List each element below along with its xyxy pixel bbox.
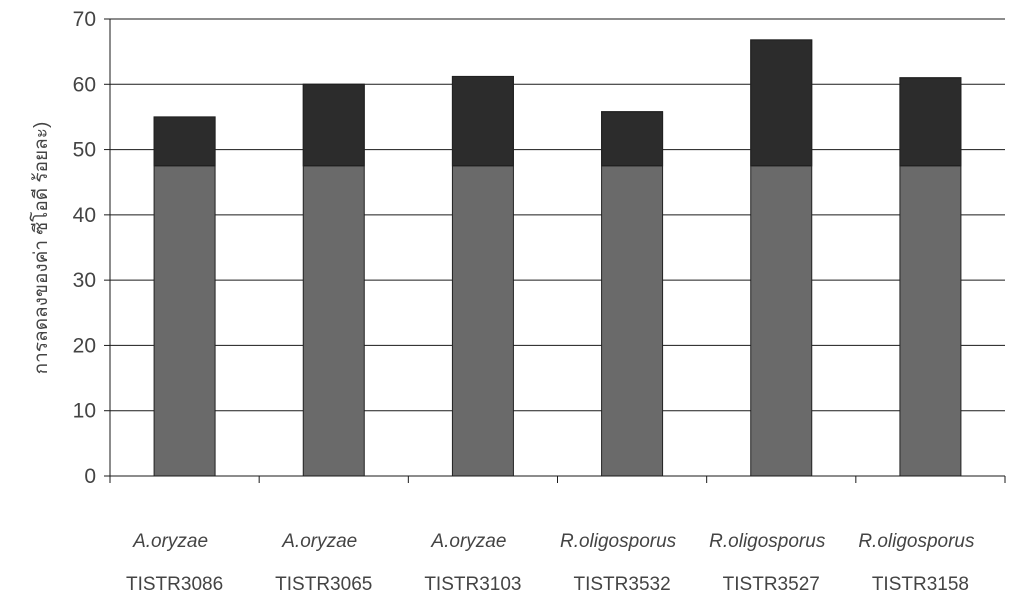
category-strain-label: TISTR3086 [126, 574, 223, 595]
y-axis-label: การลดลงของค่า ซีโอดี ร้อยละ) [29, 122, 52, 375]
y-tick-label: 10 [73, 400, 96, 423]
y-tick-label: 60 [73, 73, 96, 96]
category-strain-label: TISTR3103 [424, 574, 521, 595]
bar-segment-lower [452, 165, 514, 476]
bar-segment-lower [154, 165, 216, 476]
bar-segment-upper [153, 116, 216, 167]
x-axis-category-labels: A.oryzae TISTR3086 A.oryzae TISTR3065 A.oryz… [126, 531, 975, 595]
bar-segment-upper [451, 75, 514, 167]
category-species-label: R.oligosporus [858, 531, 975, 552]
category-strain-label: TISTR3527 [723, 574, 820, 595]
bar-segment-upper [601, 111, 664, 167]
bar-segment-upper [302, 83, 365, 167]
category-species-label: A.oryzae [430, 531, 506, 552]
y-tick-label: 70 [73, 8, 96, 31]
gridlines [110, 18, 1005, 412]
y-axis-ticks: 0 10 20 30 40 50 60 70 [73, 8, 110, 488]
bar-segment-upper [750, 39, 813, 167]
y-tick-label: 50 [73, 139, 96, 162]
category-species-label: R.oligosporus [560, 531, 677, 552]
bar-segment-lower [303, 165, 365, 476]
y-tick-label: 20 [73, 334, 96, 357]
category-strain-label: TISTR3532 [574, 574, 671, 595]
category-species-label: A.oryzae [281, 531, 357, 552]
bars [153, 39, 962, 477]
y-tick-label: 0 [84, 465, 96, 488]
bar-segment-lower [750, 165, 812, 476]
y-tick-label: 40 [73, 204, 96, 227]
y-tick-label: 30 [73, 269, 96, 292]
category-species-label: A.oryzae [132, 531, 208, 552]
bar-segment-lower [899, 165, 961, 476]
bar-segment-upper [899, 77, 962, 167]
category-species-label: R.oligosporus [709, 531, 826, 552]
category-strain-label: TISTR3065 [275, 574, 372, 595]
category-strain-label: TISTR3158 [872, 574, 969, 595]
x-axis [109, 19, 1006, 483]
bar-segment-lower [601, 165, 663, 476]
